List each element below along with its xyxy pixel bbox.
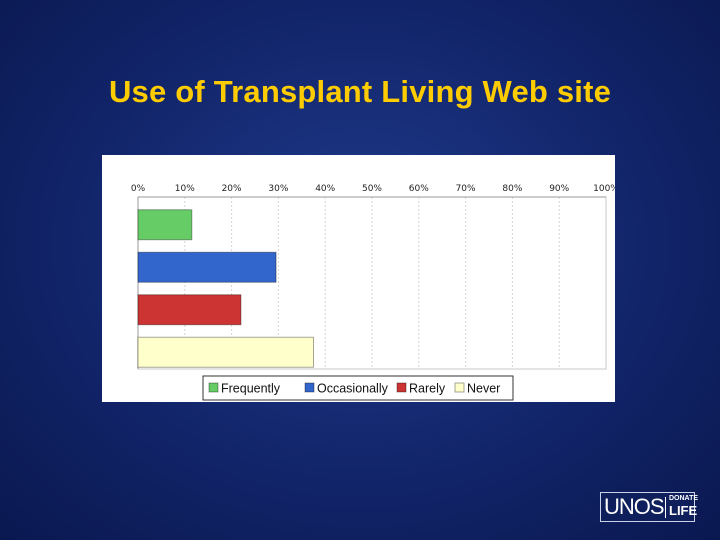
legend-swatch <box>304 382 315 393</box>
x-tick-label: 20% <box>222 184 242 194</box>
legend-swatch <box>396 382 407 393</box>
x-tick-label: 90% <box>549 184 569 194</box>
unos-logo: UNOS DONATE LIFE <box>600 492 699 522</box>
bar-frequently <box>137 209 193 241</box>
bar-rarely <box>137 294 242 326</box>
legend-label: Never <box>467 382 500 396</box>
chart-panel: 0% 10% 20% 30% 40% 50% 60% 70% 80% 90% 100% Freque… <box>102 155 615 402</box>
x-tick-label: 50% <box>362 184 382 194</box>
logo-life-text: LIFE <box>669 503 698 518</box>
bar-occasionally <box>137 251 277 283</box>
legend-swatch <box>454 382 465 393</box>
x-tick-label: 80% <box>502 184 522 194</box>
x-tick-label: 40% <box>315 184 335 194</box>
bar-chart: 0% 10% 20% 30% 40% 50% 60% 70% 80% 90% 100% Freque… <box>131 184 615 401</box>
legend-label: Occasionally <box>317 382 389 396</box>
bar-never <box>137 336 314 368</box>
x-tick-label: 30% <box>268 184 288 194</box>
x-tick-label: 60% <box>409 184 429 194</box>
logo-unos-text: UNOS <box>604 494 665 519</box>
legend-label: Rarely <box>409 382 446 396</box>
logo-divider <box>665 497 666 518</box>
x-axis-tick-labels: 0% 10% 20% 30% 40% 50% 60% 70% 80% 90% 100% <box>131 184 615 194</box>
x-tick-label: 0% <box>131 184 146 194</box>
x-tick-label: 100% <box>593 184 615 194</box>
x-tick-label: 70% <box>456 184 476 194</box>
legend-swatch <box>208 382 219 393</box>
slide-title: Use of Transplant Living Web site <box>108 74 612 109</box>
x-tick-label: 10% <box>175 184 195 194</box>
logo-donate-text: DONATE <box>669 495 699 502</box>
bars <box>137 209 314 368</box>
legend: Frequently Occasionally Rarely Never <box>202 375 514 401</box>
legend-label: Frequently <box>221 382 281 396</box>
